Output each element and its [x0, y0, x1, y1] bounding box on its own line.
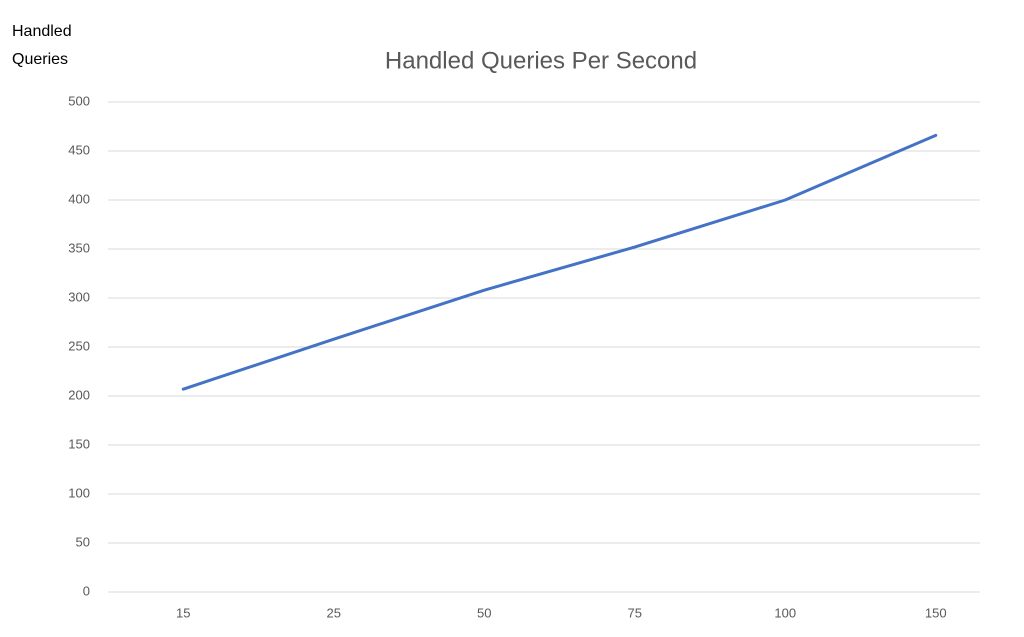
x-tick-label: 25 [327, 605, 341, 620]
x-tick-label: 150 [925, 605, 947, 620]
data-line [181, 133, 938, 391]
chart-title: Handled Queries Per Second [385, 47, 697, 74]
y-tick-label: 200 [68, 387, 90, 402]
y-tick-label: 350 [68, 240, 90, 255]
y-tick-label: 500 [68, 93, 90, 108]
y-tick-label: 100 [68, 485, 90, 500]
y-tick-label: 50 [76, 534, 90, 549]
x-tick-label: 15 [176, 605, 190, 620]
y-tick-label: 250 [68, 338, 90, 353]
x-tick-label: 75 [628, 605, 642, 620]
x-tick-label: 50 [477, 605, 491, 620]
y-tick-label: 150 [68, 436, 90, 451]
y-axis-label: Handled Queries [12, 23, 72, 68]
y-tick-label: 300 [68, 289, 90, 304]
x-tick-label: 100 [774, 605, 796, 620]
y-tick-label: 400 [68, 191, 90, 206]
y-tick-label: 0 [83, 583, 90, 598]
y-tick-label: 450 [68, 142, 90, 157]
